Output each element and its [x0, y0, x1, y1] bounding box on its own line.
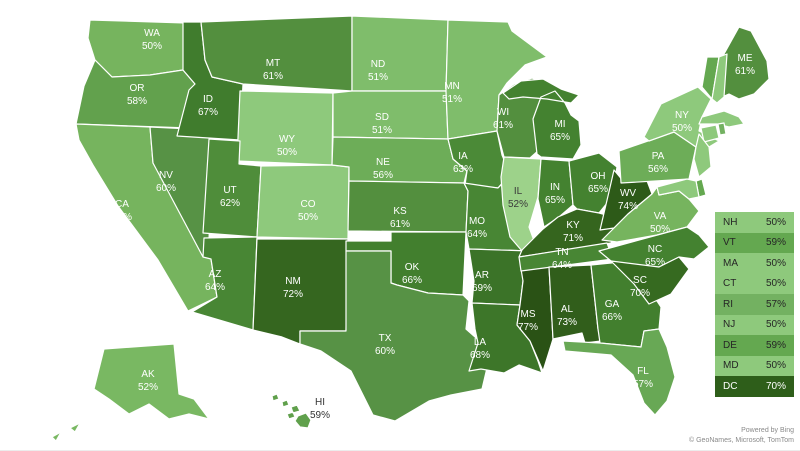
state-SD[interactable]: [332, 90, 449, 140]
legend-state-abbr: VT: [723, 237, 736, 249]
state-FL[interactable]: [562, 328, 676, 416]
legend-row-VT[interactable]: VT 59%: [715, 232, 794, 253]
legend-row-DC[interactable]: DC 70%: [715, 376, 794, 397]
state-MA[interactable]: [698, 110, 745, 128]
state-HI[interactable]: [271, 393, 312, 429]
legend-state-abbr: NH: [723, 216, 738, 228]
legend-state-abbr: MA: [723, 257, 738, 269]
legend-state-value: 59%: [765, 237, 786, 249]
state-ND[interactable]: [351, 15, 449, 92]
state-NJ[interactable]: [693, 133, 712, 178]
state-MT[interactable]: [200, 15, 353, 92]
legend-state-value: 50%: [765, 216, 786, 228]
legend-state-value: 50%: [765, 257, 786, 269]
legend-state-value: 50%: [765, 278, 786, 290]
legend-state-abbr: DE: [723, 339, 737, 351]
state-AK[interactable]: [51, 343, 210, 442]
state-ME[interactable]: [716, 26, 770, 100]
legend-state-abbr: DC: [723, 380, 738, 392]
state-RI[interactable]: [717, 122, 727, 136]
legend-state-value: 57%: [765, 298, 786, 310]
legend-row-NJ[interactable]: NJ 50%: [715, 314, 794, 335]
legend-state-value: 59%: [765, 339, 786, 351]
legend-state-abbr: NJ: [723, 319, 736, 331]
legend-row-NH[interactable]: NH 50%: [715, 212, 794, 233]
legend-row-CT[interactable]: CT 50%: [715, 273, 794, 294]
legend-state-value: 70%: [765, 380, 786, 392]
map-copyright-label: © GeoNames, Microsoft, TomTom: [689, 436, 794, 444]
legend-state-value: 50%: [765, 319, 786, 331]
state-CO[interactable]: [256, 164, 350, 240]
state-NM[interactable]: [252, 238, 349, 345]
legend-panel: NH 50% VT 59% MA 50% CT 50% RI 57% NJ 50% DE 59% MD 50%…: [715, 212, 794, 397]
legend-row-MD[interactable]: MD 50%: [715, 355, 794, 376]
state-SC[interactable]: [610, 256, 690, 305]
state-NE[interactable]: [331, 136, 468, 184]
legend-state-abbr: MD: [723, 360, 739, 372]
state-TX[interactable]: [299, 250, 492, 422]
state-WY[interactable]: [236, 90, 334, 166]
legend-row-DE[interactable]: DE 59%: [715, 335, 794, 356]
legend-state-abbr: CT: [723, 278, 737, 290]
legend-row-MA[interactable]: MA 50%: [715, 253, 794, 274]
state-MN[interactable]: [445, 19, 548, 140]
legend-state-value: 50%: [765, 360, 786, 372]
legend-row-RI[interactable]: RI 57%: [715, 294, 794, 315]
powered-by-bing-label: Powered by Bing: [741, 427, 794, 435]
state-label-HI-value: 59%: [310, 410, 330, 421]
legend-state-abbr: RI: [723, 298, 733, 310]
state-KS[interactable]: [347, 180, 469, 233]
state-CT[interactable]: [700, 124, 720, 143]
map-attribution: Powered by Bing © GeoNames, Microsoft, T…: [689, 426, 794, 445]
state-label-HI-abbr: HI: [315, 397, 325, 408]
state-MI[interactable]: [502, 78, 582, 160]
state-MD[interactable]: [656, 178, 700, 200]
state-NH[interactable]: [711, 53, 728, 104]
